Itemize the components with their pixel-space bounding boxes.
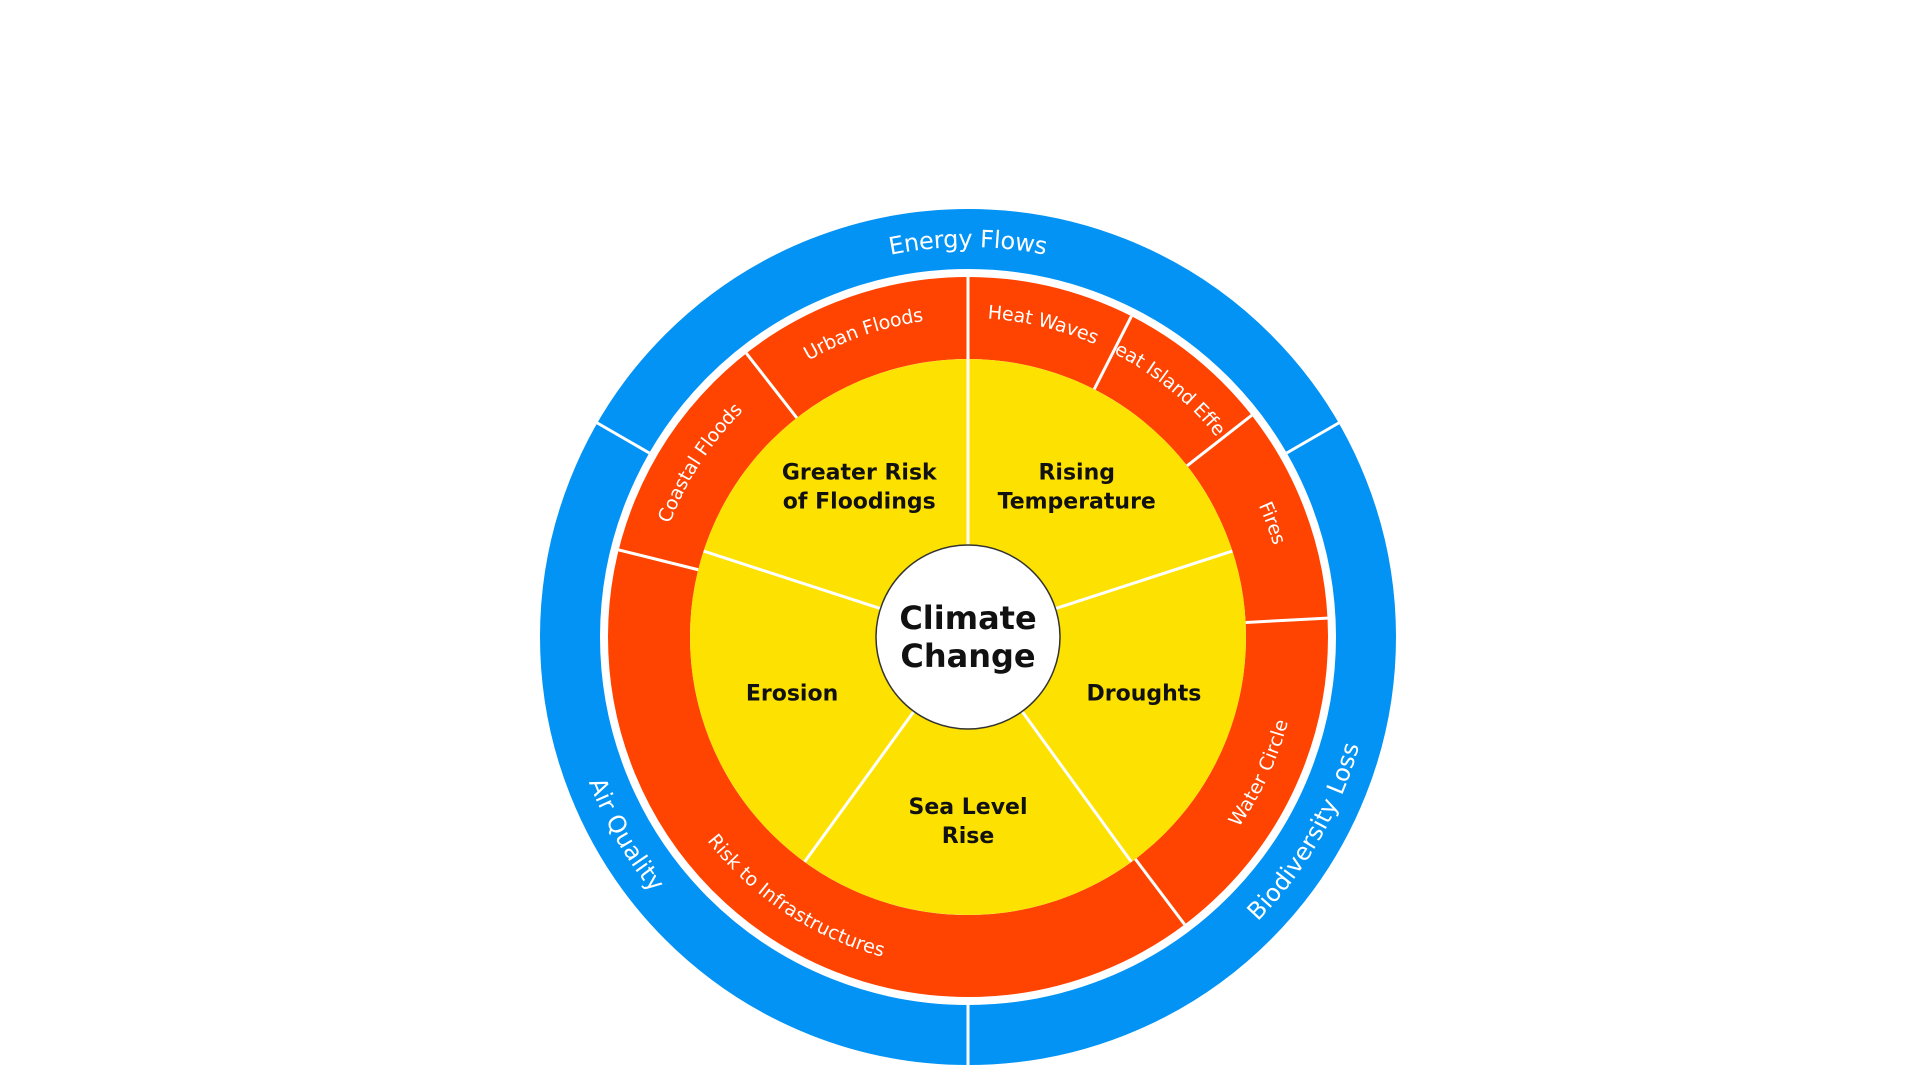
inner-label-greater-risk-of-floodings: Greater Risk of Floodings bbox=[782, 460, 938, 514]
middle-ring-divider bbox=[1092, 315, 1133, 390]
inner-ring-divider bbox=[1020, 710, 1133, 863]
middle-ring-divider bbox=[618, 548, 699, 572]
middle-ring-divider bbox=[1245, 616, 1328, 624]
center-circle bbox=[875, 544, 1061, 730]
inner-label-rising-temperature: Rising Temperature bbox=[998, 460, 1156, 514]
middle-ring-divider bbox=[1186, 414, 1253, 468]
middle-ring-divider bbox=[745, 352, 799, 419]
inner-ring-divider bbox=[703, 549, 881, 610]
outer-ring-divider bbox=[594, 420, 652, 456]
inner-label-sea-level-rise: Sea Level Rise bbox=[908, 795, 1027, 849]
inner-ring-divider bbox=[803, 710, 916, 863]
inner-label-droughts: Droughts bbox=[1086, 682, 1201, 707]
center-hub: Climate Change bbox=[875, 544, 1061, 730]
center-title: Climate Change bbox=[899, 599, 1036, 675]
inner-ring-divider bbox=[1055, 549, 1233, 610]
outer-ring-divider bbox=[1284, 420, 1342, 456]
inner-label-erosion: Erosion bbox=[746, 682, 838, 707]
middle-ring-divider bbox=[1134, 858, 1186, 926]
